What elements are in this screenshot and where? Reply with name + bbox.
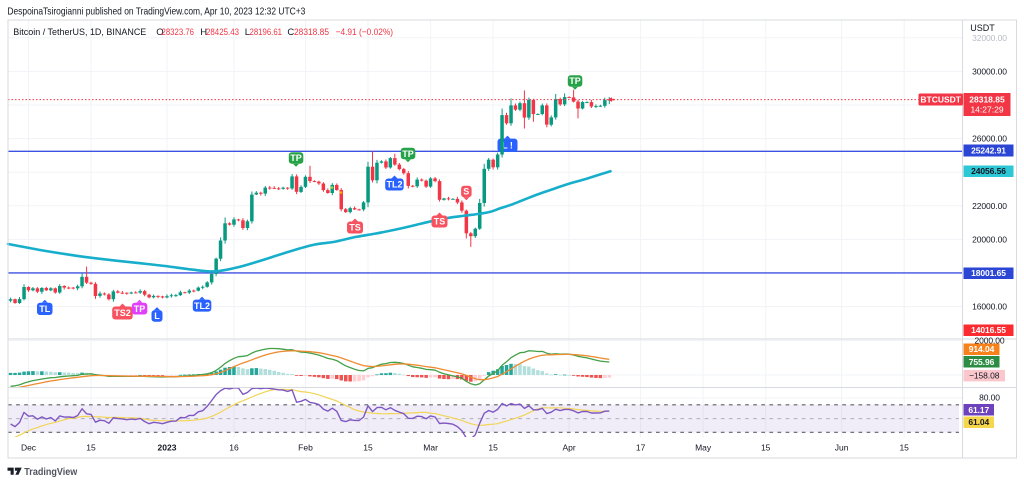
- svg-text:28323.76: 28323.76: [162, 27, 195, 38]
- svg-text:16000.00: 16000.00: [972, 302, 1007, 312]
- svg-text:TS: TS: [434, 217, 446, 227]
- svg-text:80.00: 80.00: [979, 393, 1000, 403]
- svg-text:15: 15: [761, 443, 771, 453]
- svg-text:O: O: [156, 27, 163, 38]
- svg-text:22000.00: 22000.00: [972, 201, 1007, 211]
- svg-text:Feb: Feb: [298, 443, 313, 453]
- svg-text:61.17: 61.17: [968, 405, 989, 415]
- svg-text:Mar: Mar: [423, 443, 438, 453]
- svg-text:16: 16: [229, 443, 239, 453]
- svg-text:28196.61: 28196.61: [250, 27, 283, 38]
- svg-text:914.04: 914.04: [969, 344, 995, 354]
- svg-text:30000.00: 30000.00: [972, 66, 1007, 76]
- svg-text:17: 17: [636, 443, 646, 453]
- svg-text:L !: L !: [502, 141, 513, 151]
- svg-text:May: May: [695, 443, 712, 453]
- svg-text:−158.08: −158.08: [969, 371, 1000, 381]
- svg-text:L: L: [154, 311, 160, 321]
- svg-text:14:27:29: 14:27:29: [970, 105, 1003, 115]
- svg-text:USDT: USDT: [970, 23, 995, 33]
- svg-text:28318.85: 28318.85: [969, 94, 1005, 104]
- svg-text:15: 15: [488, 443, 498, 453]
- svg-text:TS2: TS2: [114, 308, 131, 318]
- svg-text:−4.91 (−0.02%): −4.91 (−0.02%): [336, 27, 394, 38]
- svg-text:25242.91: 25242.91: [971, 146, 1006, 156]
- svg-text:2000.00: 2000.00: [974, 336, 1004, 346]
- svg-text:20000.00: 20000.00: [972, 234, 1007, 244]
- svg-text:TL2: TL2: [194, 301, 210, 311]
- svg-text:Apr: Apr: [562, 443, 575, 453]
- svg-text:TradingView: TradingView: [24, 466, 78, 478]
- svg-text:Bitcoin / TetherUS, 1D, BINANC: Bitcoin / TetherUS, 1D, BINANCE: [13, 27, 146, 38]
- svg-text:BTCUSDT: BTCUSDT: [920, 95, 961, 105]
- svg-text:TL2: TL2: [386, 180, 402, 190]
- svg-text:TP: TP: [402, 149, 414, 159]
- svg-text:C: C: [287, 27, 294, 38]
- svg-text:28425.43: 28425.43: [206, 27, 239, 38]
- svg-text:61.04: 61.04: [968, 417, 989, 427]
- svg-text:L: L: [245, 27, 250, 38]
- svg-text:18001.65: 18001.65: [971, 268, 1006, 278]
- svg-text:Dec: Dec: [21, 443, 37, 453]
- svg-text:TP: TP: [134, 304, 146, 314]
- svg-text:15: 15: [363, 443, 373, 453]
- svg-text:Jun: Jun: [835, 443, 849, 453]
- svg-text:TP: TP: [569, 76, 581, 86]
- svg-text:H: H: [200, 27, 207, 38]
- svg-text:32000.00: 32000.00: [972, 33, 1007, 43]
- svg-text:15: 15: [86, 443, 96, 453]
- svg-text:24056.56: 24056.56: [971, 166, 1006, 176]
- svg-text:14016.55: 14016.55: [971, 325, 1006, 335]
- svg-text:26000.00: 26000.00: [972, 134, 1007, 144]
- svg-text:755.96: 755.96: [969, 357, 995, 367]
- svg-text:28318.85: 28318.85: [294, 27, 329, 38]
- svg-text:TS: TS: [349, 223, 361, 233]
- svg-text:TP: TP: [290, 153, 302, 163]
- svg-text:2023: 2023: [158, 443, 177, 453]
- svg-text:15: 15: [899, 443, 909, 453]
- svg-text:S: S: [463, 187, 469, 197]
- svg-text:DespoinaTsirogianni published: DespoinaTsirogianni published on Trading…: [7, 6, 305, 18]
- svg-text:TL: TL: [39, 304, 50, 314]
